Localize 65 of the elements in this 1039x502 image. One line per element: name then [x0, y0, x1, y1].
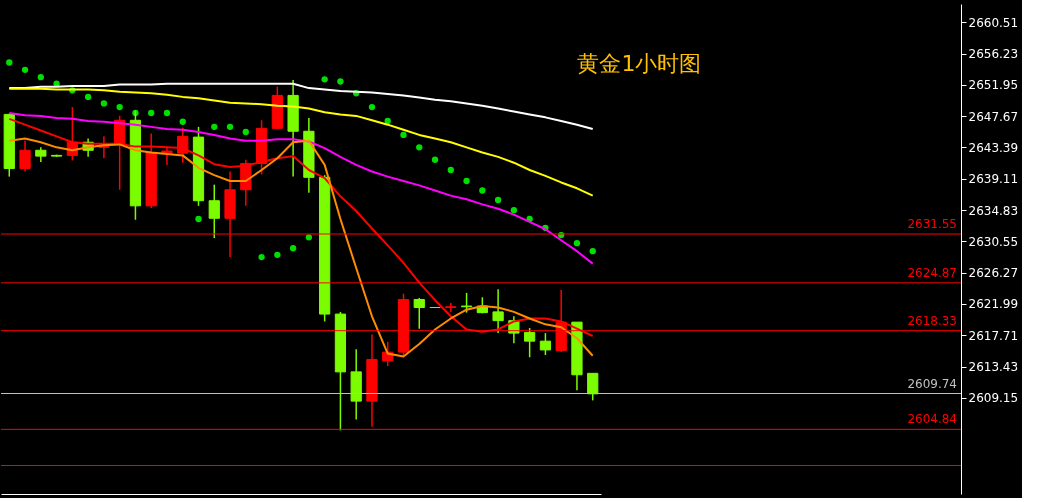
candlestick	[492, 288, 504, 334]
point	[211, 123, 218, 131]
point	[84, 93, 92, 101]
y-tick-label: 2651.95	[968, 78, 1019, 93]
point	[400, 131, 407, 139]
line-series	[8, 87, 594, 197]
point	[337, 78, 344, 85]
point	[274, 251, 281, 259]
point	[463, 177, 470, 185]
y-tick-label: 2634.83	[968, 203, 1019, 218]
y-tick-label: 2630.55	[968, 234, 1019, 249]
candlestick	[19, 140, 31, 173]
point	[305, 234, 313, 241]
candlestick	[524, 327, 536, 358]
point	[179, 118, 186, 125]
point	[447, 166, 454, 174]
candlestick	[445, 302, 457, 313]
y-tick-label: 2617.71	[968, 328, 1019, 343]
candlestick	[161, 145, 173, 166]
line-series	[8, 111, 594, 265]
ref-line-label: 2631.55	[907, 217, 957, 232]
point	[163, 109, 171, 117]
y-tick-label: 2613.43	[968, 360, 1019, 375]
line-series	[8, 82, 594, 131]
ref-line-label: 2624.87	[907, 265, 957, 280]
point	[479, 187, 486, 194]
point	[573, 239, 581, 247]
ref-line-label: 2604.84	[907, 412, 957, 427]
candlestick	[587, 372, 599, 402]
candlestick	[177, 126, 189, 164]
point	[6, 59, 13, 66]
point	[242, 128, 249, 136]
candlestick	[208, 183, 220, 239]
y-tick-label: 2656.23	[968, 47, 1019, 62]
point	[258, 253, 265, 261]
candlestick	[460, 292, 473, 314]
point	[589, 248, 596, 255]
point	[368, 103, 376, 111]
y-tick-label: 2660.51	[968, 15, 1019, 30]
point	[116, 103, 123, 111]
y-tick-label: 2639.11	[968, 172, 1019, 187]
candlestick	[539, 332, 552, 356]
point	[100, 100, 108, 107]
ref-line-label: 2609.74	[907, 376, 957, 391]
y-tick-label: 2609.15	[968, 391, 1019, 406]
point	[416, 144, 423, 151]
point	[195, 215, 202, 223]
y-tick-label: 2643.39	[968, 140, 1019, 155]
candlestick	[413, 297, 425, 330]
point	[148, 109, 155, 117]
point	[510, 207, 518, 214]
point	[321, 76, 328, 83]
point	[53, 80, 60, 87]
ref-line-label: 2618.33	[907, 313, 957, 328]
point	[384, 117, 391, 125]
point	[431, 156, 439, 163]
point	[226, 123, 234, 131]
text: 黄金1小时图	[577, 51, 702, 76]
point	[494, 196, 502, 204]
point	[37, 73, 44, 81]
point	[21, 66, 29, 73]
y-tick-label: 2647.67	[968, 109, 1019, 124]
point	[289, 245, 297, 252]
y-tick-label: 2626.27	[968, 266, 1019, 281]
y-tick-label: 2621.99	[968, 297, 1019, 312]
